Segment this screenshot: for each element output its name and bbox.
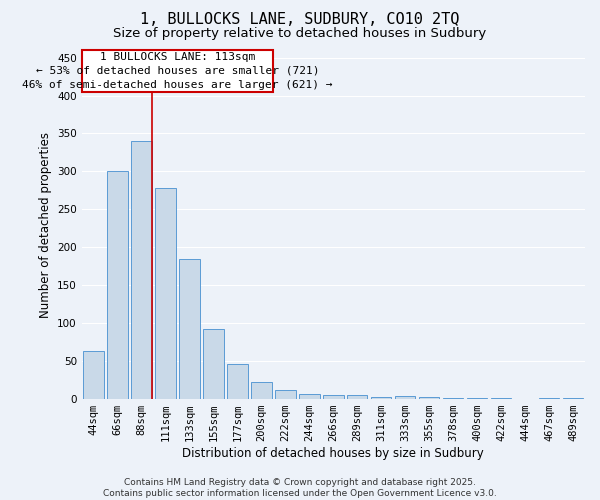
Bar <box>275 390 296 399</box>
Bar <box>179 258 200 399</box>
Text: 1 BULLOCKS LANE: 113sqm
← 53% of detached houses are smaller (721)
46% of semi-d: 1 BULLOCKS LANE: 113sqm ← 53% of detache… <box>22 52 333 90</box>
X-axis label: Distribution of detached houses by size in Sudbury: Distribution of detached houses by size … <box>182 447 484 460</box>
Text: Size of property relative to detached houses in Sudbury: Size of property relative to detached ho… <box>113 28 487 40</box>
Bar <box>131 141 152 399</box>
Bar <box>563 398 583 399</box>
Bar <box>83 352 104 399</box>
Bar <box>539 398 559 399</box>
Bar <box>299 394 320 399</box>
Bar <box>347 396 367 399</box>
Bar <box>323 394 344 399</box>
Bar <box>251 382 272 399</box>
Y-axis label: Number of detached properties: Number of detached properties <box>38 132 52 318</box>
Bar <box>203 328 224 399</box>
Bar <box>227 364 248 399</box>
Bar <box>107 172 128 399</box>
Bar <box>467 398 487 399</box>
Text: Contains HM Land Registry data © Crown copyright and database right 2025.
Contai: Contains HM Land Registry data © Crown c… <box>103 478 497 498</box>
Bar <box>419 397 439 399</box>
Bar <box>443 398 463 399</box>
Bar <box>371 397 391 399</box>
FancyBboxPatch shape <box>82 50 274 92</box>
Bar <box>491 398 511 399</box>
Bar <box>155 188 176 399</box>
Text: 1, BULLOCKS LANE, SUDBURY, CO10 2TQ: 1, BULLOCKS LANE, SUDBURY, CO10 2TQ <box>140 12 460 28</box>
Bar <box>395 396 415 399</box>
